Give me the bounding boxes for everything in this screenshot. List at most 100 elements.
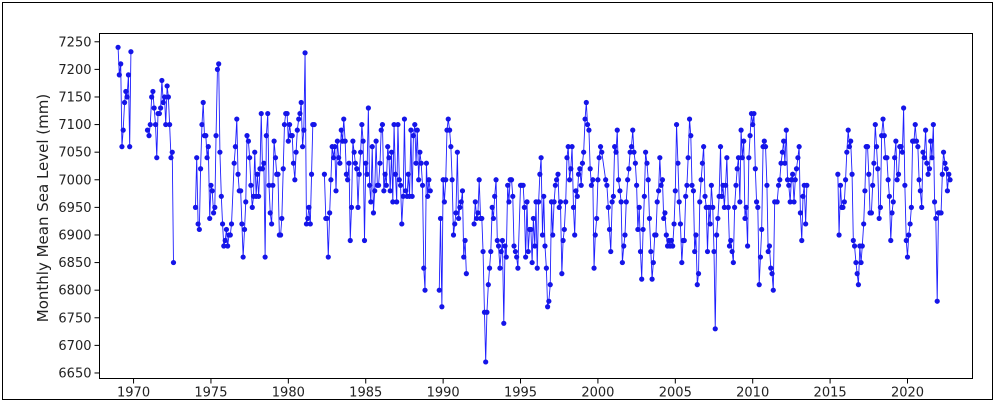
data-point (698, 177, 704, 183)
data-point (286, 121, 293, 128)
data-point (298, 99, 304, 106)
data-point (216, 61, 222, 67)
data-point (570, 204, 577, 210)
data-point (929, 155, 935, 161)
data-point (779, 149, 786, 155)
data-point (676, 199, 682, 205)
data-point (240, 254, 246, 260)
data-point (506, 199, 512, 205)
data-point (778, 160, 784, 166)
data-point (884, 155, 890, 161)
data-point (400, 193, 406, 199)
data-point (209, 188, 215, 194)
data-point (426, 177, 432, 183)
data-point (308, 171, 315, 177)
data-point (210, 210, 217, 216)
data-point (769, 271, 775, 277)
data-point (156, 110, 162, 117)
x-tick-label: 2000 (581, 386, 614, 401)
data-point (327, 210, 333, 216)
data-point (303, 221, 310, 227)
data-point (490, 215, 497, 222)
data-point (325, 254, 331, 260)
data-point (657, 155, 663, 161)
data-point (307, 221, 313, 227)
data-point (756, 282, 762, 288)
data-point (343, 171, 349, 177)
data-point (463, 271, 469, 277)
data-point (599, 149, 605, 155)
data-point (551, 199, 557, 205)
y-axis-label: Monthly Mean Sea Level (mm) (34, 94, 52, 322)
data-point (888, 237, 894, 244)
data-point (437, 215, 444, 222)
data-point (403, 188, 409, 194)
data-point (575, 171, 582, 177)
data-point (427, 188, 433, 194)
data-point (169, 149, 175, 155)
data-point (655, 188, 662, 194)
data-point (804, 182, 810, 188)
data-point (476, 177, 482, 183)
data-point (925, 171, 931, 177)
data-point (744, 243, 751, 249)
data-point (597, 144, 604, 150)
data-point (239, 221, 245, 227)
data-point (786, 182, 792, 188)
data-point (232, 144, 238, 150)
data-point (766, 243, 773, 249)
data-point (792, 177, 798, 183)
data-point (734, 166, 740, 172)
data-point (625, 177, 631, 183)
data-point (915, 144, 921, 150)
data-point (225, 243, 231, 249)
y-tick-label: 6700 (58, 339, 91, 354)
data-point (907, 221, 913, 227)
data-point (247, 155, 253, 161)
data-point (116, 72, 122, 78)
data-point (770, 287, 776, 293)
data-point (608, 248, 614, 255)
data-point (944, 188, 951, 194)
data-point (289, 133, 295, 139)
data-point (590, 177, 596, 183)
x-tick-label: 2010 (736, 386, 769, 401)
data-point (846, 144, 853, 150)
data-point (417, 149, 423, 155)
data-point (379, 121, 386, 128)
data-point (564, 155, 570, 161)
data-point (330, 155, 337, 161)
data-point (350, 138, 356, 144)
data-point (293, 149, 299, 155)
data-point (445, 116, 451, 122)
data-point (378, 127, 384, 133)
data-point (354, 166, 360, 172)
x-tick-label: 1980 (272, 386, 305, 401)
data-point (701, 144, 707, 150)
data-point (892, 155, 898, 161)
data-point (144, 127, 151, 133)
data-point (227, 232, 233, 238)
data-point (422, 287, 428, 293)
data-point (262, 254, 268, 260)
data-point (515, 265, 521, 271)
y-tick-label: 7050 (58, 146, 91, 161)
data-point (870, 182, 876, 188)
data-point (355, 204, 361, 210)
data-point (542, 243, 548, 249)
data-point (646, 215, 653, 222)
data-point (635, 226, 641, 233)
y-tick-label: 7100 (58, 118, 91, 133)
data-point (774, 199, 780, 205)
data-point (443, 177, 449, 183)
data-point (218, 193, 224, 199)
data-point (934, 298, 940, 304)
data-point (222, 237, 228, 244)
data-point (659, 177, 666, 183)
data-point (244, 133, 250, 139)
data-point (394, 199, 400, 205)
sea-level-chart: 6650 6700 6750 6800 6850 6900 6950 7000 7050 7100… (34, 33, 973, 401)
chart-frame: 6650 6700 6750 6800 6850 6900 6950 7000 7050 7100… (2, 2, 993, 400)
data-point (494, 237, 500, 244)
data-point (569, 144, 575, 150)
